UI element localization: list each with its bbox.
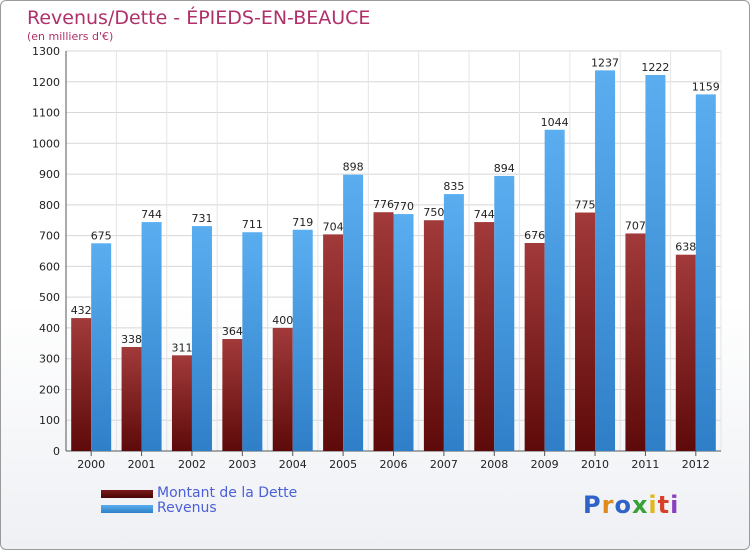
x-tick-label: 2009 [531,458,559,471]
bar-revenus [343,174,364,451]
y-tick-label: 900 [39,168,60,181]
bar-debt [222,339,243,451]
value-label-debt: 704 [323,220,344,233]
value-label-debt: 776 [373,198,394,211]
value-label-revenus: 675 [91,229,112,242]
y-tick-label: 100 [39,414,60,427]
value-label-debt: 400 [272,314,293,327]
y-tick-label: 700 [39,230,60,243]
legend-swatch-debt [101,490,153,498]
value-label-debt: 432 [71,304,92,317]
proxiti-logo: Proxiti [583,491,679,519]
y-tick-label: 1000 [32,137,60,150]
value-label-revenus: 1044 [541,116,569,129]
x-tick-label: 2007 [430,458,458,471]
value-label-debt: 676 [524,229,545,242]
value-label-debt: 707 [625,219,646,232]
chart-subtitle: (en milliers d'€) [27,30,114,43]
value-label-revenus: 770 [393,200,414,213]
bar-debt [625,233,646,451]
x-tick-label: 2000 [77,458,105,471]
value-label-debt: 744 [474,208,495,221]
value-label-revenus: 1159 [692,80,720,93]
bar-revenus [595,70,616,451]
bar-revenus [292,229,313,451]
logo-letter: i [670,491,680,519]
bar-revenus [443,194,464,452]
y-tick-label: 200 [39,383,60,396]
bar-debt [675,254,696,451]
y-tick-label: 800 [39,199,60,212]
bar-debt [323,234,344,451]
value-label-debt: 750 [423,206,444,219]
legend-label-debt: Montant de la Dette [157,485,298,501]
x-tick-label: 2008 [480,458,508,471]
bar-debt [575,212,596,451]
logo-letter: x [631,491,649,519]
value-label-revenus: 744 [141,208,162,221]
x-tick-label: 2002 [178,458,206,471]
logo-letter: o [614,491,632,519]
y-tick-label: 1100 [32,107,60,120]
logo-letter: t [657,491,671,519]
bar-debt [71,318,92,451]
bar-debt [121,347,142,451]
bars [71,70,716,452]
bar-revenus [544,129,565,451]
y-tick-label: 400 [39,322,60,335]
x-tick-label: 2004 [279,458,307,471]
value-label-debt: 775 [575,199,596,212]
value-label-revenus: 719 [292,216,313,229]
value-label-revenus: 1237 [591,56,619,69]
value-label-revenus: 711 [242,218,263,231]
x-tick-label: 2005 [329,458,357,471]
y-tick-label: 1200 [32,76,60,89]
y-tick-label: 1300 [32,45,60,58]
legend-label-revenus: Revenus [157,500,217,516]
x-tick-label: 2003 [228,458,256,471]
value-label-debt: 311 [171,341,192,354]
y-tick-label: 600 [39,260,60,273]
y-tick-label: 0 [53,445,60,458]
y-tick-label: 300 [39,353,60,366]
bar-revenus [191,226,212,451]
value-label-debt: 364 [222,325,243,338]
bar-revenus [695,94,716,451]
bar-revenus [393,214,414,451]
x-tick-label: 2001 [128,458,156,471]
chart-title: Revenus/Dette - ÉPIEDS-EN-BEAUCE [27,7,371,29]
value-label-revenus: 894 [494,162,515,175]
value-label-debt: 338 [121,333,142,346]
y-tick-label: 500 [39,291,60,304]
x-tick-label: 2012 [682,458,710,471]
value-label-revenus: 731 [191,212,212,225]
value-label-debt: 638 [675,241,696,254]
axes: 0 100 200 300 400 500 600 700 800 900 1000 1100 1200… [32,45,721,471]
logo-letter: i [648,491,658,519]
x-tick-label: 2006 [380,458,408,471]
bar-revenus [645,75,666,451]
bar-debt [524,243,545,451]
logo-letter: P [583,491,602,519]
value-label-revenus: 1222 [641,61,669,74]
x-tick-label: 2010 [581,458,609,471]
bar-debt [474,222,495,451]
bar-debt [373,212,394,451]
bar-debt [171,355,192,451]
value-label-revenus: 835 [443,180,464,193]
bar-revenus [494,175,515,451]
bar-debt [272,327,293,451]
logo-letter: r [601,491,615,519]
bar-revenus [242,232,263,451]
bar-revenus [91,243,112,451]
value-label-revenus: 898 [343,161,364,174]
bar-revenus [141,222,162,451]
legend-swatch-revenus [101,505,153,513]
x-tick-label: 2011 [631,458,659,471]
bar-debt [423,220,444,451]
